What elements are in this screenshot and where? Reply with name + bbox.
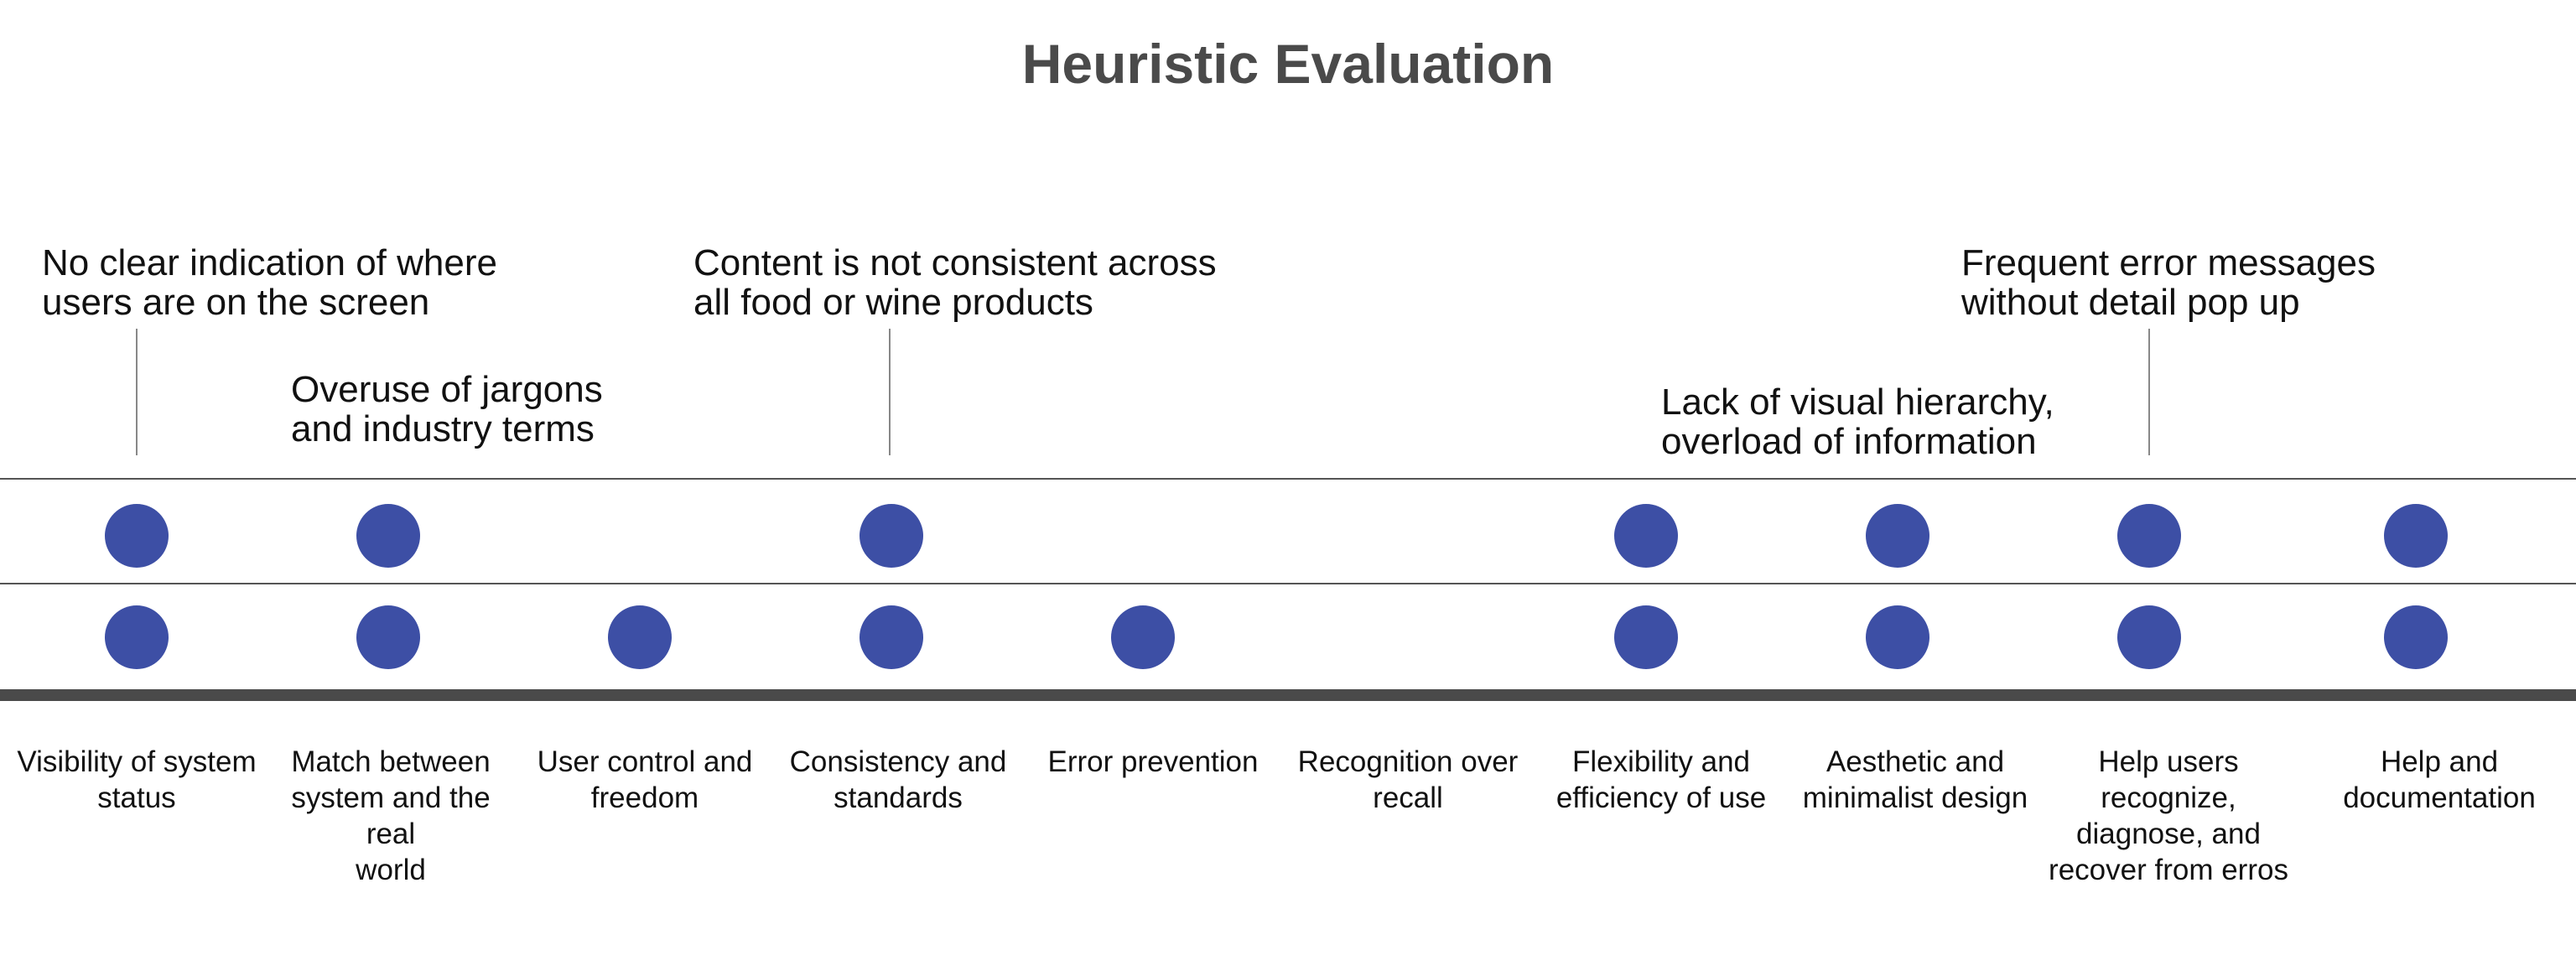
top-row-dot — [2384, 504, 2448, 568]
top-row-dot — [1614, 504, 1678, 568]
diagram-title: Heuristic Evaluation — [1021, 33, 1555, 95]
bottom-row-dot — [860, 605, 923, 669]
category-label: Flexibility and efficiency of use — [1555, 745, 1767, 814]
top-row-dot — [2117, 504, 2181, 568]
annotation-text: Overuse of jargons and industry terms — [291, 369, 603, 449]
category-label: Recognition over recall — [1297, 745, 1519, 814]
bottom-row-dot — [1111, 605, 1175, 669]
category-label: Help and documentation — [2343, 745, 2536, 814]
category-label: Visibility of system status — [17, 745, 257, 814]
top-row-dot — [860, 504, 923, 568]
top-row-dot — [1866, 504, 1929, 568]
annotation-text: Content is not consistent across all food… — [693, 242, 1217, 323]
bottom-row-dot — [1614, 605, 1678, 669]
bottom-row-dot — [608, 605, 672, 669]
top-row-dot — [356, 504, 420, 568]
bottom-row-dot — [356, 605, 420, 669]
bottom-row-dot — [2117, 605, 2181, 669]
bottom-row-dot — [105, 605, 169, 669]
annotation-text: No clear indication of where users are on… — [42, 242, 497, 323]
bottom-row-dot — [1866, 605, 1929, 669]
category-label: Error prevention — [1047, 745, 1259, 778]
category-label: Help users recognize, diagnose, and recover… — [2049, 745, 2288, 886]
bottom-row-dot — [2384, 605, 2448, 669]
category-label: Match between system and the real world — [291, 745, 491, 886]
annotation-text: Lack of visual hierarchy, overload of inf… — [1661, 382, 2054, 462]
annotation-text: Frequent error messages without detail po… — [1961, 242, 2376, 323]
top-row-dot — [105, 504, 169, 568]
category-label: Aesthetic and minimalist design — [1802, 745, 2028, 814]
category-label: User control and freedom — [537, 745, 753, 814]
category-label: Consistency and standards — [789, 745, 1007, 814]
